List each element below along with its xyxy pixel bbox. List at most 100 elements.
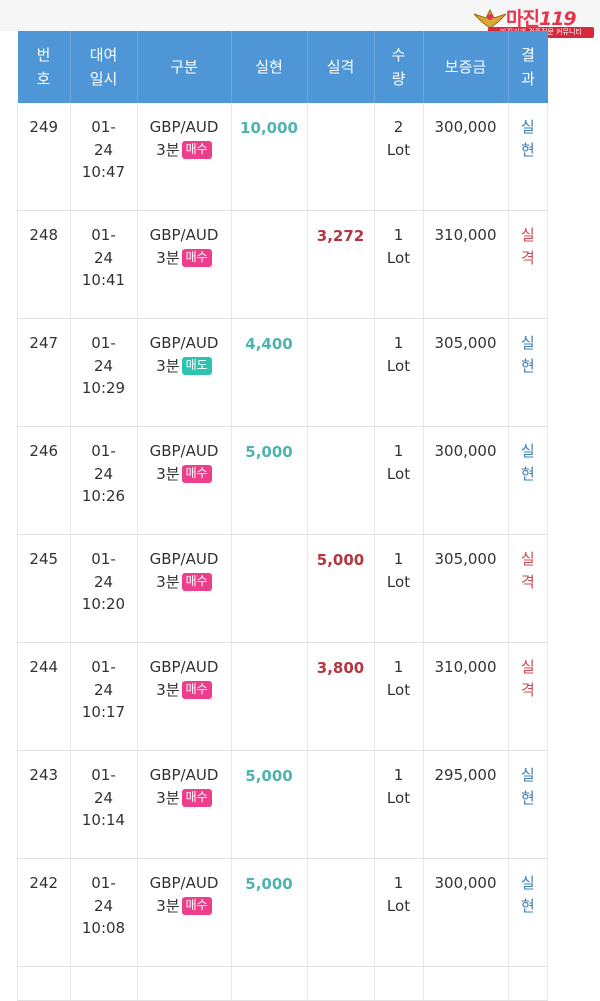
- cell-date: 01- 24 10:41: [70, 210, 138, 319]
- side-badge: 매수: [181, 141, 212, 159]
- cell-type: GBP/AUD 3분 매수: [137, 426, 232, 535]
- cell-type: GBP/AUD 3분 매도: [137, 318, 232, 427]
- cell-date: 01- 24 10:47: [70, 103, 138, 211]
- cell-gain: [231, 642, 308, 751]
- cell-deposit: 310,000: [423, 642, 509, 751]
- table-row[interactable]: 247 01- 24 10:29 GBP/AUD 3분 매도 4,400 1 Lot 305,000…: [17, 318, 548, 427]
- cell-date: 01- 24 10:17: [70, 642, 138, 751]
- table-row[interactable]: 249 01- 24 10:47 GBP/AUD 3분 매수 10,000 2 Lot 300,00…: [17, 103, 548, 211]
- empty-cell: [423, 966, 509, 1001]
- cell-qty: 1 Lot: [374, 210, 424, 319]
- empty-cell: [231, 966, 308, 1001]
- cell-loss: 3,272: [307, 210, 375, 319]
- cell-loss: [307, 858, 375, 967]
- cell-deposit: 310,000: [423, 210, 509, 319]
- pair-label: GBP/AUD: [149, 118, 219, 136]
- header-type: 구분: [137, 31, 232, 103]
- cell-date: 01- 24 10:29: [70, 318, 138, 427]
- cell-loss: [307, 426, 375, 535]
- cell-date: 01- 24 10:26: [70, 426, 138, 535]
- cell-qty: 1 Lot: [374, 750, 424, 859]
- header-deposit: 보증금: [423, 31, 509, 103]
- cell-no: 242: [17, 858, 71, 967]
- cell-type: GBP/AUD 3분 매수: [137, 210, 232, 319]
- cell-loss: [307, 318, 375, 427]
- table-row[interactable]: 244 01- 24 10:17 GBP/AUD 3분 매수 3,800 1 Lot 310,000…: [17, 642, 548, 751]
- cell-gain: [231, 534, 308, 643]
- empty-cell: [508, 966, 548, 1001]
- header-date: 대여 일시: [70, 31, 138, 103]
- cell-deposit: 295,000: [423, 750, 509, 859]
- cell-deposit: 305,000: [423, 318, 509, 427]
- pair-label: GBP/AUD: [149, 658, 219, 676]
- term-label: 3분: [156, 356, 180, 375]
- cell-gain: [231, 210, 308, 319]
- term-label: 3분: [156, 248, 180, 267]
- cell-date: 01- 24 10:20: [70, 534, 138, 643]
- cell-no: 249: [17, 103, 71, 211]
- side-badge: 매수: [181, 897, 212, 915]
- table-row[interactable]: 242 01- 24 10:08 GBP/AUD 3분 매수 5,000 1 Lot 300,000…: [17, 858, 548, 967]
- cell-no: 248: [17, 210, 71, 319]
- cell-loss: 5,000: [307, 534, 375, 643]
- pair-label: GBP/AUD: [149, 550, 219, 568]
- cell-no: 243: [17, 750, 71, 859]
- empty-cell: [137, 966, 232, 1001]
- table-row[interactable]: 243 01- 24 10:14 GBP/AUD 3분 매수 5,000 1 Lot 295,000…: [17, 750, 548, 859]
- term-label: 3분: [156, 896, 180, 915]
- pair-label: GBP/AUD: [149, 442, 219, 460]
- side-badge: 매수: [181, 681, 212, 699]
- cell-no: 245: [17, 534, 71, 643]
- cell-qty: 1 Lot: [374, 642, 424, 751]
- term-label: 3분: [156, 680, 180, 699]
- table-row[interactable]: 245 01- 24 10:20 GBP/AUD 3분 매수 5,000 1 Lot 305,000…: [17, 534, 548, 643]
- term-label: 3분: [156, 140, 180, 159]
- empty-cell: [17, 966, 71, 1001]
- cell-type: GBP/AUD 3분 매수: [137, 750, 232, 859]
- cell-gain: 4,400: [231, 318, 308, 427]
- cell-deposit: 300,000: [423, 103, 509, 211]
- cell-gain: 10,000: [231, 103, 308, 211]
- cell-gain: 5,000: [231, 750, 308, 859]
- cell-date: 01- 24 10:08: [70, 858, 138, 967]
- cell-deposit: 300,000: [423, 858, 509, 967]
- cell-deposit: 305,000: [423, 534, 509, 643]
- pair-label: GBP/AUD: [149, 874, 219, 892]
- header-gain: 실현: [231, 31, 308, 103]
- empty-cell: [374, 966, 424, 1001]
- cell-qty: 1 Lot: [374, 858, 424, 967]
- term-label: 3분: [156, 788, 180, 807]
- side-badge: 매수: [181, 573, 212, 591]
- cell-loss: 3,800: [307, 642, 375, 751]
- term-label: 3분: [156, 464, 180, 483]
- cell-type: GBP/AUD 3분 매수: [137, 858, 232, 967]
- side-badge: 매수: [181, 789, 212, 807]
- side-badge: 매도: [181, 357, 212, 375]
- cell-loss: [307, 750, 375, 859]
- cell-no: 246: [17, 426, 71, 535]
- table-row[interactable]: 246 01- 24 10:26 GBP/AUD 3분 매수 5,000 1 Lot 300,000…: [17, 426, 548, 535]
- cell-no: 244: [17, 642, 71, 751]
- cell-deposit: 300,000: [423, 426, 509, 535]
- cell-gain: 5,000: [231, 426, 308, 535]
- table-row[interactable]: 248 01- 24 10:41 GBP/AUD 3분 매수 3,272 1 Lot 310,000…: [17, 210, 548, 319]
- cell-qty: 1 Lot: [374, 426, 424, 535]
- cell-type: GBP/AUD 3분 매수: [137, 103, 232, 211]
- term-label: 3분: [156, 572, 180, 591]
- cell-loss: [307, 103, 375, 211]
- pair-label: GBP/AUD: [149, 226, 219, 244]
- empty-cell: [307, 966, 375, 1001]
- cell-date: 01- 24 10:14: [70, 750, 138, 859]
- cell-type: GBP/AUD 3분 매수: [137, 534, 232, 643]
